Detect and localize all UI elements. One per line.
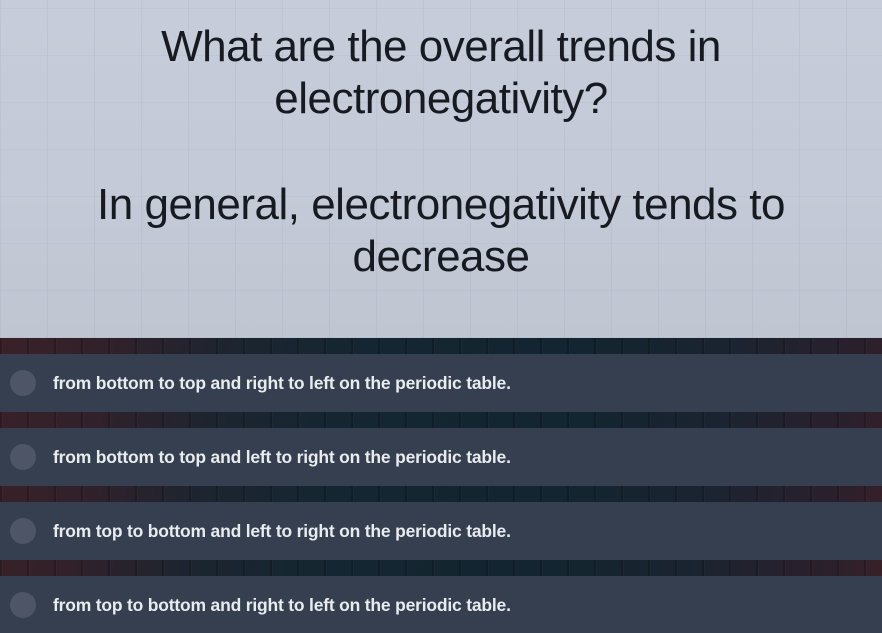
answer-option-label: from bottom to top and right to left on … xyxy=(53,372,511,393)
answer-option[interactable]: from bottom to top and right to left on … xyxy=(0,354,882,412)
radio-icon[interactable] xyxy=(10,592,36,618)
answer-option[interactable]: from top to bottom and left to right on … xyxy=(0,502,882,560)
answer-option-label: from top to bottom and right to left on … xyxy=(53,594,511,615)
question-title-line: electronegativity? xyxy=(274,74,608,123)
question-title-line: What are the overall trends in xyxy=(161,22,721,71)
options-panel: from bottom to top and right to left on … xyxy=(0,338,882,633)
answer-reveal-line: decrease xyxy=(352,232,530,281)
answer-option[interactable]: from bottom to top and left to right on … xyxy=(0,428,882,486)
answer-option-label: from bottom to top and left to right on … xyxy=(53,446,511,467)
answer-reveal-line: In general, electronegativity tends to xyxy=(97,180,785,229)
radio-icon[interactable] xyxy=(10,518,36,544)
answer-option-label: from top to bottom and left to right on … xyxy=(53,520,511,541)
question-title: What are the overall trends in electrone… xyxy=(0,0,882,125)
question-panel: What are the overall trends in electrone… xyxy=(0,0,882,338)
answer-option[interactable]: from top to bottom and right to left on … xyxy=(0,576,882,633)
radio-icon[interactable] xyxy=(10,444,36,470)
answer-reveal: In general, electronegativity tends to d… xyxy=(0,179,882,283)
radio-icon[interactable] xyxy=(10,370,36,396)
